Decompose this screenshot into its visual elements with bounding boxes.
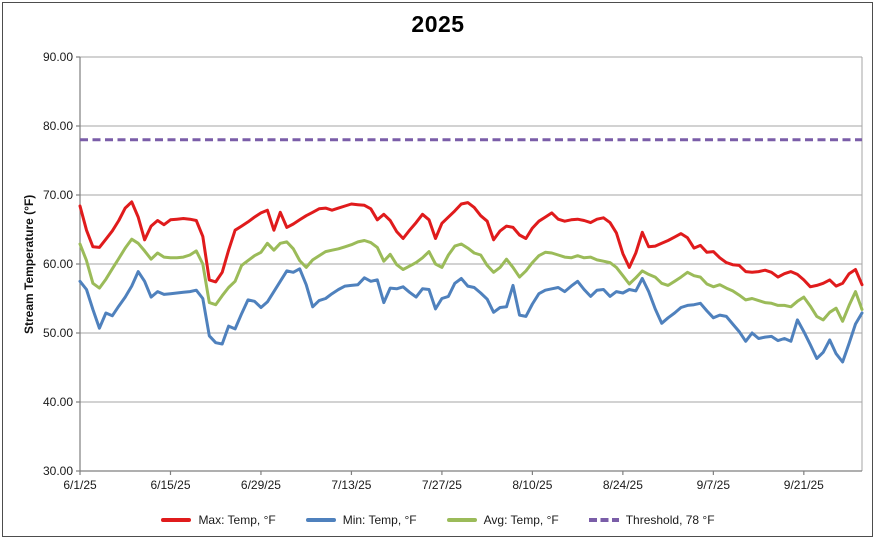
legend-label-min: Min: Temp, °F bbox=[342, 513, 417, 527]
y-tick-label: 60.00 bbox=[43, 257, 73, 271]
legend-item-max: Max: Temp, °F bbox=[161, 513, 276, 527]
x-tick-label: 6/29/25 bbox=[241, 478, 281, 492]
chart-title: 2025 bbox=[411, 11, 465, 37]
legend-item-threshold: Threshold, 78 °F bbox=[588, 513, 715, 527]
legend: Max: Temp, °F Min: Temp, °F Avg: Temp, °F T… bbox=[0, 513, 876, 527]
x-tick-label: 9/7/25 bbox=[697, 478, 731, 492]
y-tick-label: 80.00 bbox=[43, 119, 73, 133]
legend-item-min: Min: Temp, °F bbox=[305, 513, 417, 527]
y-tick-label: 70.00 bbox=[43, 188, 73, 202]
x-tick-label: 8/24/25 bbox=[603, 478, 643, 492]
y-tick-label: 30.00 bbox=[43, 464, 73, 478]
legend-swatch-avg bbox=[446, 518, 477, 522]
y-tick-label: 40.00 bbox=[43, 395, 73, 409]
legend-label-avg: Avg: Temp, °F bbox=[483, 513, 559, 527]
series-line-max bbox=[78, 200, 864, 289]
x-tick-label: 9/21/25 bbox=[784, 478, 824, 492]
legend-label-threshold: Threshold, 78 °F bbox=[625, 513, 715, 527]
x-tick-label: 6/15/25 bbox=[150, 478, 190, 492]
x-tick-label: 7/27/25 bbox=[422, 478, 462, 492]
legend-item-avg: Avg: Temp, °F bbox=[446, 513, 559, 527]
legend-swatch-threshold bbox=[588, 518, 619, 522]
series-line-min bbox=[78, 267, 864, 364]
legend-swatch-min bbox=[305, 518, 336, 522]
legend-label-max: Max: Temp, °F bbox=[198, 513, 276, 527]
x-tick-label: 6/1/25 bbox=[63, 478, 97, 492]
y-tick-label: 90.00 bbox=[43, 50, 73, 64]
series-line-avg bbox=[78, 237, 864, 323]
x-tick-label: 7/13/25 bbox=[331, 478, 371, 492]
x-tick-label: 8/10/25 bbox=[512, 478, 552, 492]
y-tick-label: 50.00 bbox=[43, 326, 73, 340]
legend-swatch-max bbox=[161, 518, 192, 522]
